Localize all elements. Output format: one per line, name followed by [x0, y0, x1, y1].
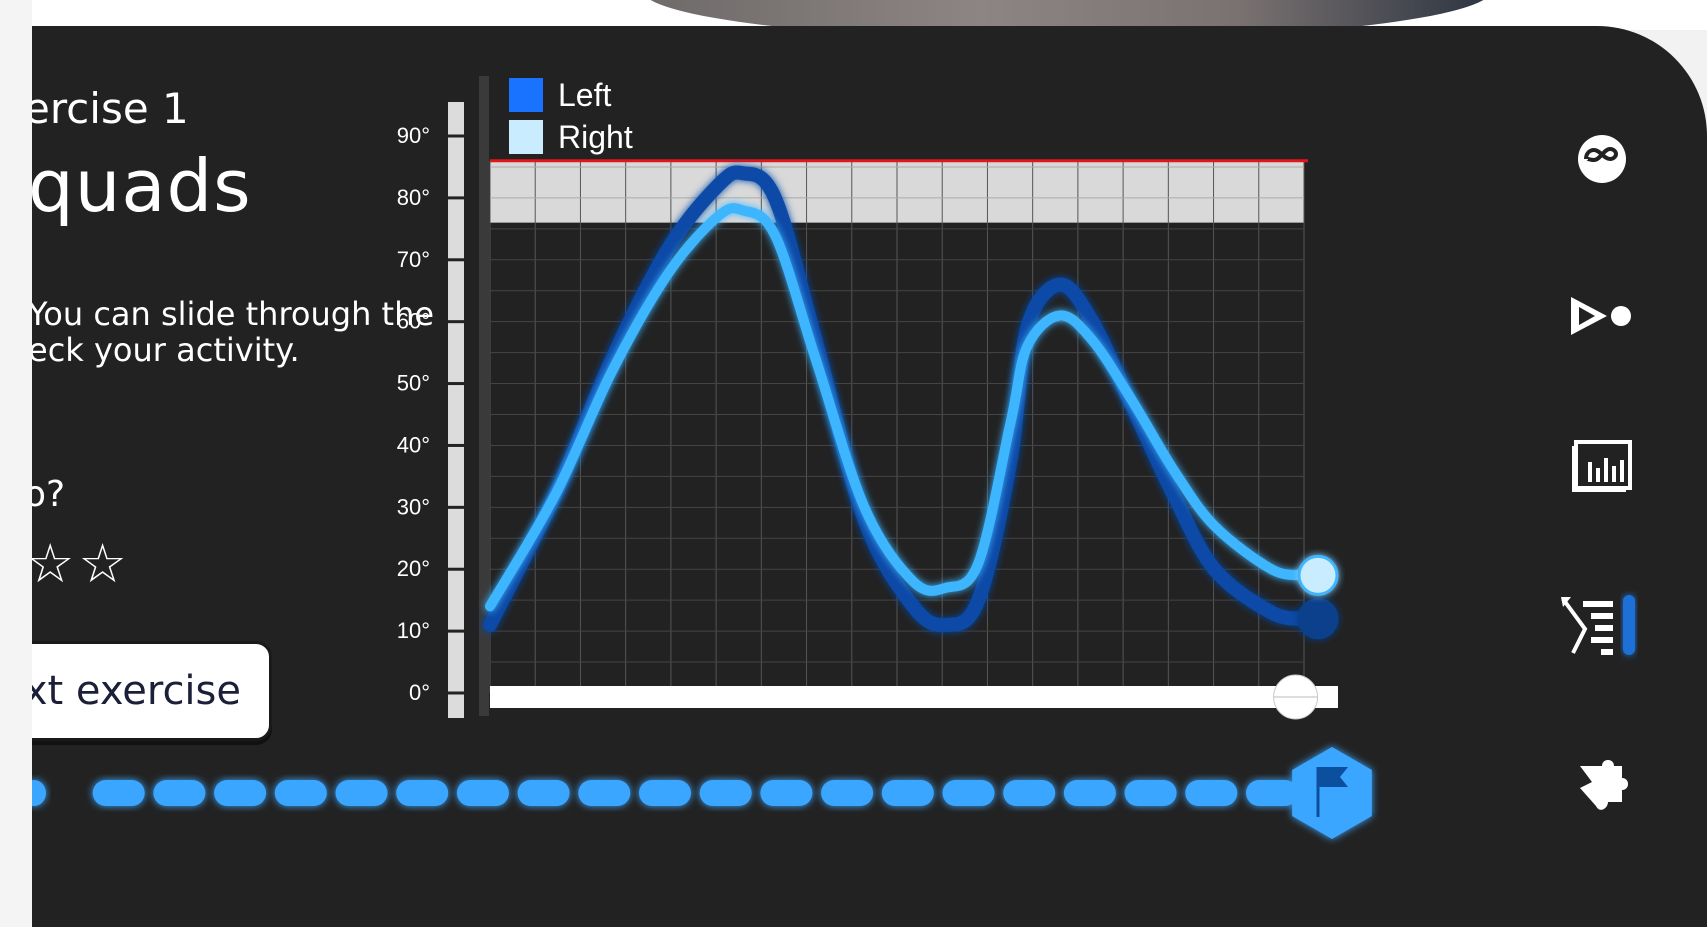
- y-tick-label: 80°: [397, 185, 430, 210]
- goal-hexagon: [1292, 747, 1372, 839]
- sidebar-item-puzzle[interactable]: [1547, 741, 1657, 831]
- progress-segment: [942, 780, 995, 806]
- y-tick-label: 10°: [397, 618, 430, 643]
- y-tick-label: 30°: [397, 494, 430, 519]
- series-end-marker: [1297, 554, 1339, 596]
- legend-swatch: [509, 120, 543, 154]
- y-tick-label: 60°: [397, 309, 430, 334]
- progress-segment: [578, 780, 631, 806]
- progress-segment: [153, 780, 206, 806]
- next-exercise-button[interactable]: xt exercise: [32, 641, 272, 741]
- star-rating[interactable]: ☆☆: [32, 532, 131, 595]
- series-line-right: [485, 203, 1309, 612]
- progress-segment: [92, 780, 145, 806]
- exercise-title: quads: [32, 144, 252, 228]
- y-tick-label: 90°: [397, 123, 430, 148]
- progress-segment: [214, 780, 267, 806]
- sidebar-item-play[interactable]: [1547, 271, 1657, 361]
- progress-segment: [699, 780, 752, 806]
- y-axis: 0° 10° 20° 30° 40° 50° 60° 70° 80° 90°: [397, 76, 489, 718]
- exercise-panel: ercise 1 quads You can slide through the…: [32, 26, 1707, 927]
- progress-segment: [1185, 780, 1238, 806]
- exercise-progress: [32, 747, 1372, 839]
- infinity-icon: [1578, 135, 1626, 183]
- progress-segment: [32, 780, 46, 806]
- y-tick-label: 0°: [409, 680, 430, 705]
- progress-segment: [517, 780, 570, 806]
- progress-segment: [1063, 780, 1116, 806]
- sidebar: [1547, 126, 1657, 886]
- y-axis-bar: [448, 102, 464, 718]
- y-tick-label: 40°: [397, 432, 430, 457]
- series-end-marker: [1297, 598, 1339, 640]
- slider-track: [490, 686, 1338, 708]
- chart-legend: Left Right: [509, 77, 633, 155]
- plot-left-border: [479, 76, 489, 716]
- list-icon: [1561, 595, 1635, 655]
- progress-segment: [335, 780, 388, 806]
- angle-chart: 0° 10° 20° 30° 40° 50° 60° 70° 80° 90° Left Right: [397, 76, 1339, 720]
- sidebar-item-report[interactable]: [1547, 421, 1657, 511]
- sidebar-item-list[interactable]: [1547, 581, 1657, 671]
- exercise-number-label: ercise 1: [32, 84, 189, 133]
- time-slider[interactable]: [490, 674, 1338, 720]
- progress-segment: [760, 780, 813, 806]
- flag-icon: [1318, 767, 1348, 787]
- progress-segment: [1003, 780, 1056, 806]
- rating-question: o?: [32, 474, 66, 515]
- exercise-description: You can slide through the eck your activ…: [32, 296, 434, 368]
- description-line-1: You can slide through the: [32, 295, 435, 333]
- legend-label: Left: [558, 77, 611, 113]
- series-line-left: [483, 165, 1311, 633]
- progress-segment: [274, 780, 327, 806]
- progress-segment: [1246, 780, 1298, 806]
- plot-area: [483, 159, 1339, 694]
- progress-segment: [821, 780, 874, 806]
- progress-segment: [1124, 780, 1177, 806]
- y-tick-label: 50°: [397, 371, 430, 396]
- sidebar-item-infinity[interactable]: [1547, 114, 1657, 204]
- y-tick-label: 20°: [397, 556, 430, 581]
- report-icon: [1572, 440, 1632, 492]
- y-tick-label: 70°: [397, 247, 430, 272]
- play-record-icon: [1571, 297, 1631, 335]
- puzzle-icon: [1580, 760, 1628, 810]
- camera-background: [32, 0, 1707, 30]
- window-edge: [0, 0, 32, 927]
- progress-segment: [639, 780, 691, 806]
- legend-swatch: [509, 78, 543, 112]
- description-line-2: eck your activity.: [32, 331, 300, 369]
- progress-segment: [396, 780, 449, 806]
- progress-segment: [456, 780, 509, 806]
- progress-segment: [881, 780, 934, 806]
- legend-label: Right: [558, 119, 633, 155]
